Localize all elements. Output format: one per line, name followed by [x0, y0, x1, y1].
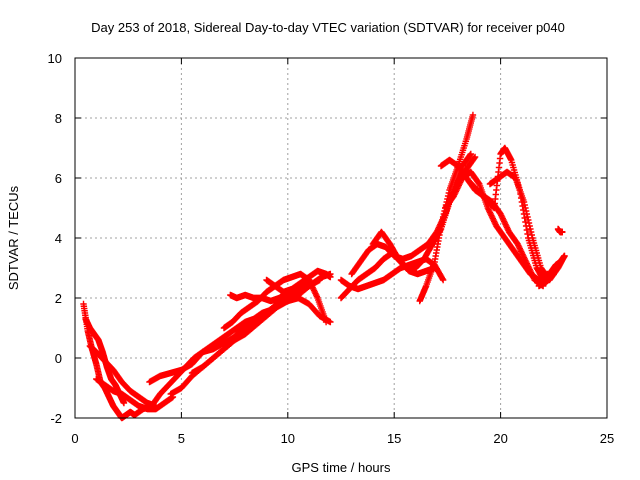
data-point — [527, 228, 535, 236]
series-arc-22 — [554, 225, 566, 236]
axis-ticks: 0 5 10 15 20 25 -2 0 2 4 6 8 10 — [48, 51, 615, 446]
data-point — [439, 276, 447, 284]
x-tick-label: 10 — [281, 431, 295, 446]
series-arc-16 — [416, 111, 477, 305]
data-point — [445, 189, 453, 197]
x-axis-label: GPS time / hours — [292, 460, 391, 475]
data-point — [471, 154, 478, 162]
data-point — [439, 275, 446, 282]
data-point — [524, 230, 531, 238]
data-point — [469, 111, 477, 119]
y-tick-label: 6 — [55, 171, 62, 186]
data-point — [316, 276, 323, 284]
data-point — [559, 228, 566, 236]
series-arc-4 — [93, 375, 177, 413]
data-point — [522, 207, 530, 215]
data-point — [525, 219, 533, 227]
data-point — [438, 219, 445, 227]
series-arc-11 — [263, 267, 334, 296]
y-tick-label: 4 — [55, 231, 62, 246]
data-point — [523, 226, 531, 234]
data-point — [439, 216, 446, 224]
data-point — [521, 214, 528, 222]
data-point — [466, 151, 474, 159]
x-tick-label: 15 — [387, 431, 401, 446]
y-tick-label: 0 — [55, 351, 62, 366]
x-tick-label: 25 — [600, 431, 614, 446]
data-point — [522, 204, 529, 212]
data-point — [301, 282, 309, 290]
x-tick-label: 20 — [493, 431, 507, 446]
data-point — [444, 192, 452, 200]
data-point — [475, 179, 482, 187]
x-tick-label: 0 — [71, 431, 78, 446]
y-tick-label: 2 — [55, 291, 62, 306]
y-axis-label: SDTVAR / TECUs — [6, 185, 21, 290]
data-point — [327, 273, 334, 281]
chart-title: Day 253 of 2018, Sidereal Day-to-day VTE… — [91, 20, 565, 35]
x-tick-label: 5 — [178, 431, 185, 446]
data-point — [527, 225, 534, 233]
data-points — [80, 111, 568, 422]
data-point — [528, 231, 536, 239]
y-tick-label: 8 — [55, 111, 62, 126]
data-point — [439, 213, 447, 221]
data-point — [520, 198, 528, 206]
y-tick-label: 10 — [48, 51, 62, 66]
data-point — [523, 210, 531, 218]
y-tick-label: -2 — [50, 411, 62, 426]
series-arc-7 — [167, 294, 334, 398]
data-point — [120, 399, 128, 407]
data-point — [467, 150, 475, 158]
data-point — [440, 210, 448, 218]
data-point — [525, 216, 532, 224]
data-point — [437, 222, 445, 230]
data-point — [441, 207, 448, 215]
data-point — [561, 252, 568, 260]
data-point — [524, 213, 531, 221]
series-arc-10 — [220, 270, 330, 332]
data-point — [490, 204, 497, 211]
series-arc-1 — [80, 300, 138, 422]
data-point — [322, 318, 330, 326]
data-point — [521, 201, 528, 209]
series-arc-21 — [535, 252, 568, 290]
data-point — [471, 153, 479, 161]
data-point — [526, 222, 533, 230]
